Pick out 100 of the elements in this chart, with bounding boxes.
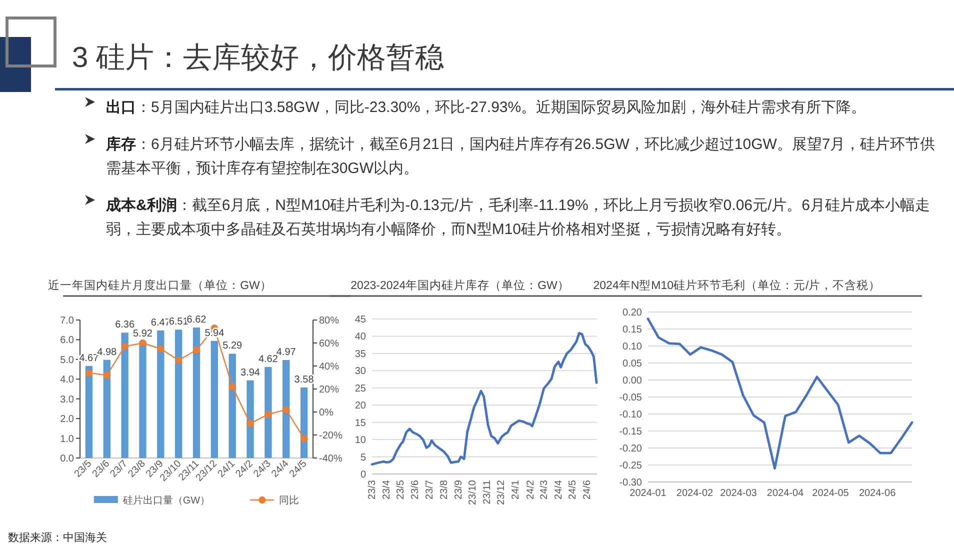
point [228,383,236,390]
y-tick-label: 35 [354,348,366,360]
point [85,369,93,376]
y-tick-label: 5 [360,452,366,464]
point [121,342,128,350]
point [139,339,146,347]
data-label: 6.36 [115,320,135,331]
y-tick-label: -0.20 [619,444,642,454]
data-label: 4.98 [97,346,118,358]
point [264,410,272,418]
text: 成本&利润：截至6月底，N型M10硅片毛利为-0.13元/片，毛利率-11.19%，环比上月亏损收窄0.06元/片。6月硅片成本小幅走弱，主要成本项中多晶硅及石英坩埚均有小幅降价，而N型M10硅片价格相对坚挺，亏损情况略有好转。 [104,196,932,240]
data-label: 3.94 [240,367,260,378]
y-tick-label: 25 [354,383,366,394]
y2-tick-label: 80% [319,316,340,326]
bar [264,366,272,458]
chart-title: 近一年国内硅片月度出口量（单位：GW） [48,278,272,292]
bar [174,330,182,458]
y-tick-label: 45 [354,314,366,326]
y-tick-label: 7.0 [60,316,74,326]
y2-tick-label: 60% [319,338,340,350]
x-tick-label: 2024-01 [630,488,667,499]
y-tick-label: 0.0 [60,454,74,464]
y2-tick-label: 40% [319,362,340,372]
x-tick-label: 23/6 [410,480,422,500]
y-tick-label: 15 [354,418,366,429]
legend-label: 同比 [279,494,300,506]
point [246,420,254,428]
x-tick-label: 2024-03 [720,488,758,499]
x-tick-label: 23/4 [382,480,393,500]
point [192,346,200,354]
y-tick-label: 4.0 [60,374,74,386]
bar [139,341,146,458]
x-tick-label: 23/12 [496,480,508,506]
point [174,356,182,364]
x-tick-label: 23/7 [424,480,436,500]
x-tick-label: 2024-05 [812,488,850,499]
y-tick-label: 0 [360,470,366,480]
data-label: 5.92 [132,328,153,340]
y-tick-label: -0.15 [619,426,642,438]
y2-tick-label: -40% [319,454,342,464]
bar [157,330,164,458]
y-tick-label: 0.05 [622,358,642,370]
point [300,434,308,442]
y-tick-label: 10 [354,435,366,446]
point [157,345,164,352]
x-tick-label: 24/5 [568,480,579,500]
y-tick-label: 0.15 [622,324,642,336]
chart-title: 2023-2024年国内硅片库存（单位：GW） [350,278,570,292]
x-tick-label: 24/6 [582,480,594,500]
bar [246,380,254,458]
bar [121,332,128,458]
x-tick-label: 2024-06 [858,488,896,499]
x-tick-label: 23/10 [468,480,479,506]
y-tick-label: -0.10 [619,410,642,420]
bar [300,387,308,458]
x-tick-label: 23/11 [482,480,494,504]
x-tick-label: 24/1 [510,480,522,500]
x-tick-label: 23/8 [438,480,450,500]
data-label: 4.97 [276,347,296,358]
line-series [646,318,914,470]
bar [228,354,236,458]
bar [85,366,93,458]
x-tick-label: 24/3 [538,480,550,500]
x-tick-label: 23/3 [367,480,378,500]
y-tick-label: 0.00 [622,376,642,386]
y-tick-label: 40 [354,332,366,343]
x-tick-label: 2024-02 [676,488,714,499]
bar [210,340,218,458]
bar [192,327,200,458]
x-tick-label: 23/5 [396,480,407,500]
x-tick-label: 2024-04 [766,488,804,499]
x-tick-label: 23/9 [453,480,464,500]
line-series [370,332,598,466]
y-tick-label: -0.30 [619,478,642,488]
y-tick-label: -0.25 [619,460,642,472]
y-tick-label: 20 [354,400,366,412]
data-label: 5.29 [222,340,243,352]
y2-tick-label: 0% [319,408,334,418]
text: 出口：5月国内硅片出口3.58GW，同比-23.30%，环比-27.93%。近期国际贸易风险加剧，海外硅片需求有所下降。 [105,98,868,118]
y-tick-label: -0.05 [619,392,642,404]
y-tick-label: 5.0 [60,354,74,366]
data-label: 6.62 [186,314,207,326]
bar [282,360,290,458]
x-tick-label: 24/4 [553,480,564,500]
y2-tick-label: -20% [319,430,342,442]
y-tick-label: 1.0 [60,434,74,445]
text: 3 硅片：去库较好，价格暂稳 [72,41,444,76]
x-tick-label: 24/2 [525,480,536,500]
y2-tick-label: 20% [319,384,340,396]
y-tick-label: 0.10 [622,342,642,352]
data-label: 4.62 [258,354,278,365]
bar [103,360,110,458]
y-tick-label: 3.0 [60,394,74,406]
text: 库存：6月硅片环节小幅去库，据统计，截至6月21日，国内硅片库存有26.5GW，环比减少超过10GW。展望7月，硅片环节供需基本平衡，预计库存有望控制在30GW以内。 [104,135,936,179]
data-label: 6.51 [168,316,189,328]
y-tick-label: 30 [354,366,366,378]
legend-label: 硅片出口量（GW） [122,494,210,506]
y-tick-label: 6.0 [60,335,74,346]
source-note: 数据来源：中国海关 [8,531,107,544]
y-tick-label: 0.20 [622,308,642,318]
